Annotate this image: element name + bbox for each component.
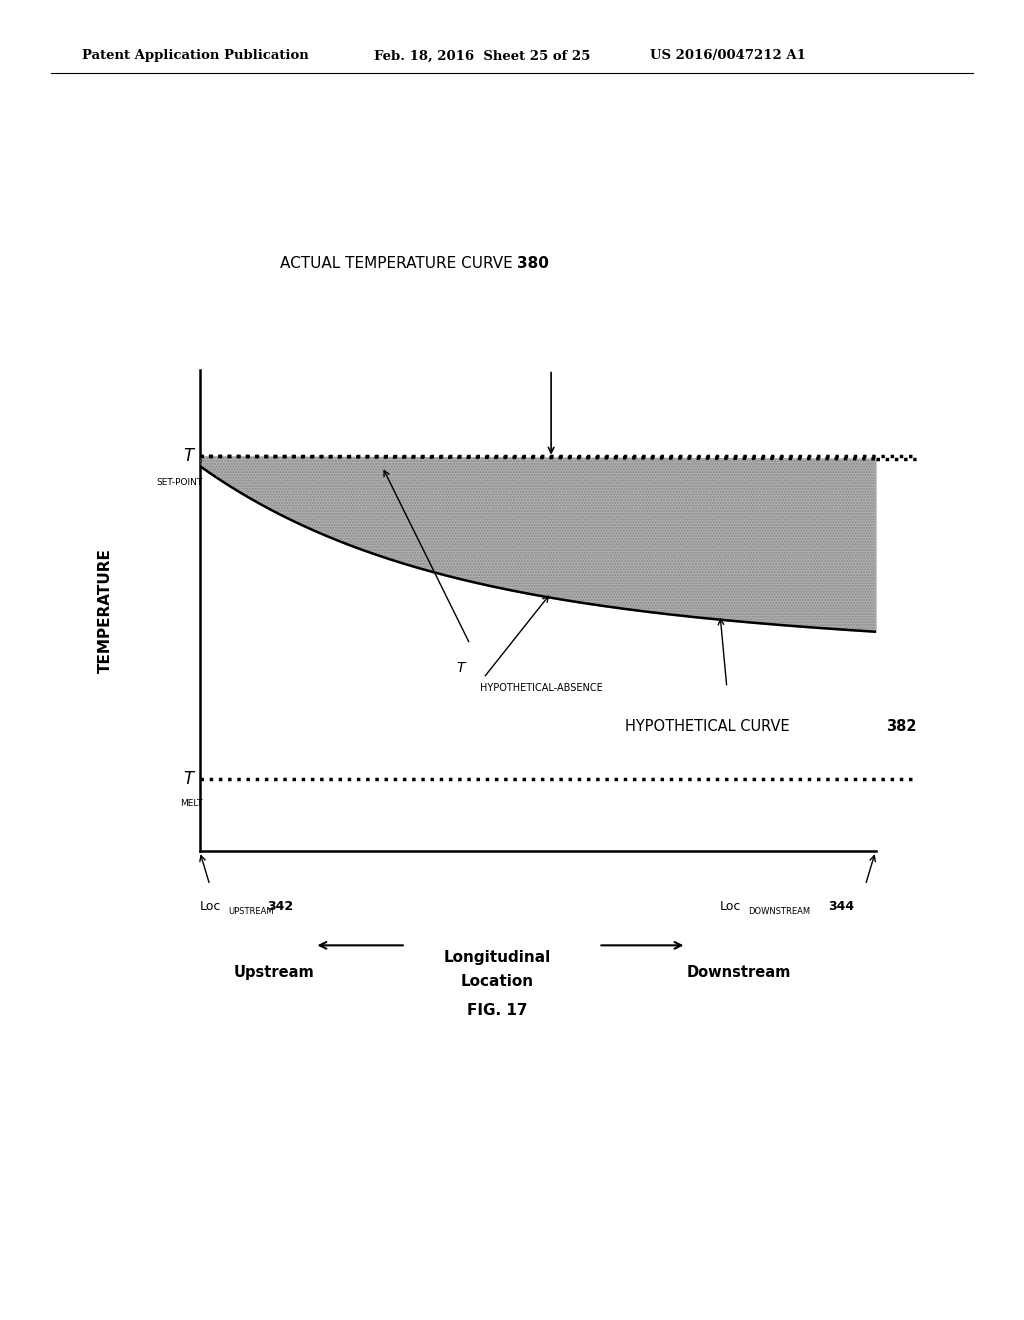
- Text: Feb. 18, 2016  Sheet 25 of 25: Feb. 18, 2016 Sheet 25 of 25: [374, 49, 590, 62]
- Text: $T$: $T$: [183, 447, 197, 466]
- Text: Upstream: Upstream: [233, 965, 314, 979]
- Text: MELT: MELT: [180, 799, 203, 808]
- Text: SET-POINT: SET-POINT: [157, 478, 203, 487]
- Text: US 2016/0047212 A1: US 2016/0047212 A1: [650, 49, 806, 62]
- Text: $T$: $T$: [457, 661, 468, 676]
- Text: HYPOTHETICAL CURVE: HYPOTHETICAL CURVE: [626, 718, 795, 734]
- Text: $T$: $T$: [183, 770, 197, 788]
- Text: HYPOTHETICAL-ABSENCE: HYPOTHETICAL-ABSENCE: [480, 682, 603, 693]
- Text: Loc: Loc: [720, 900, 741, 912]
- Text: 344: 344: [828, 900, 854, 912]
- Text: UPSTREAM: UPSTREAM: [228, 907, 273, 916]
- Text: Location: Location: [461, 974, 534, 989]
- Text: 342: 342: [267, 900, 294, 912]
- Text: Patent Application Publication: Patent Application Publication: [82, 49, 308, 62]
- Text: Downstream: Downstream: [686, 965, 791, 979]
- Text: FIG. 17: FIG. 17: [467, 1003, 527, 1018]
- Text: DOWNSTREAM: DOWNSTREAM: [749, 907, 811, 916]
- Text: Loc: Loc: [200, 900, 221, 912]
- Text: ACTUAL TEMPERATURE CURVE: ACTUAL TEMPERATURE CURVE: [280, 256, 517, 271]
- Text: 380: 380: [517, 256, 549, 271]
- Text: TEMPERATURE: TEMPERATURE: [97, 548, 113, 673]
- Text: 382: 382: [886, 718, 916, 734]
- Text: Longitudinal: Longitudinal: [443, 950, 551, 965]
